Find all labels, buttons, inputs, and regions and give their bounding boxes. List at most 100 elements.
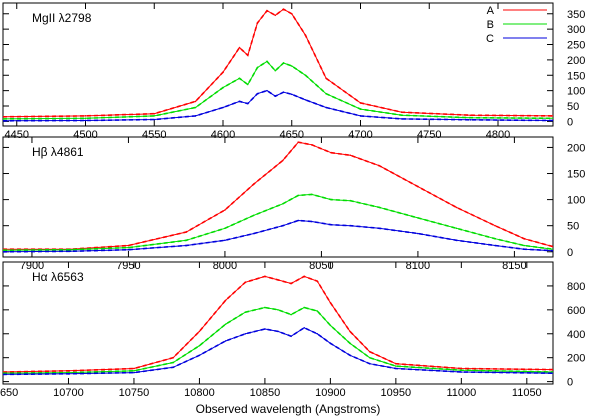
x-tick-label: 8050 [309,260,333,272]
x-tick-label: 4700 [348,129,372,141]
series-B-point [244,311,247,314]
series-A-point [244,281,247,284]
series-C-point [329,342,332,345]
series-B-point [282,202,284,205]
series-C-point [395,367,397,370]
series-C-point [282,91,285,93]
series-B-fit [3,306,553,374]
series-C-point [378,227,381,230]
y-tick-label: 150 [567,70,585,82]
series-C-point [266,89,268,92]
series-A-point [282,8,285,10]
series-C-point [185,244,188,247]
series-B-point [127,246,130,249]
panel-2: 7900 7950 8000 8050 8100 8150 0 50 100 150 200 Hβ λ… [2,136,585,272]
series-B-point [330,198,332,201]
series-A-point [304,34,307,37]
series-B-point [3,249,4,252]
series-C-point [310,220,313,223]
series-C-point [368,362,371,365]
y-tick-label: 0 [567,116,573,128]
series-B-point [359,108,362,110]
series-C-point [198,354,201,357]
series-A-point [224,209,226,211]
series-A-point [277,279,279,281]
y-tick-label: 100 [567,86,585,98]
series-A-point [310,144,313,146]
x-tick-label: 8000 [213,260,237,272]
series-B-point [222,86,224,89]
series-group [3,141,553,253]
series-C-point [224,340,227,342]
series-C-point [256,92,259,95]
series-A-point [316,280,319,282]
series-B-point [552,117,553,120]
series-A-fit [3,275,553,373]
series-B-point [238,77,241,80]
x-tick-label: 10650 [0,387,18,399]
series-C-point [84,119,87,122]
series-C-point [194,115,197,117]
series-C-fit [3,326,553,376]
series-C-point [67,373,70,375]
series-C-point [523,248,525,250]
series-C-point [153,118,156,121]
series-B-point [133,370,135,372]
x-tick-label: 4450 [5,129,29,141]
series-B-fit [3,60,553,120]
series-A-line [3,275,553,373]
series-B-line [3,306,553,374]
series-B-point [552,248,553,250]
panel-1: 4450 4500 4550 4600 4650 4700 4750 4800 0 50 100 15… [2,2,585,141]
series-C-fit [3,89,553,122]
series-B-point [69,248,72,251]
y-tick-label: 0 [567,247,573,259]
series-A-point [552,368,553,371]
series-C-point [290,93,293,96]
x-tick-label: 4800 [486,129,510,141]
series-A-point [400,111,403,113]
y-tick-label: 200 [567,142,585,154]
x-tick-label: 10750 [119,387,150,399]
series-C-point [349,354,351,357]
series-A-point [133,367,135,370]
series-A-point [256,22,259,24]
series-A-point [359,102,362,104]
series-B-point [316,310,319,312]
series-B-point [185,239,188,242]
series-B-point [290,65,293,67]
x-tick-label: 10800 [184,387,215,399]
panel-3: 10650 10700 10750 10800 10850 10900 10950 11000… [0,261,585,416]
series-B-point [297,194,300,197]
series-C-line [3,219,553,253]
series-A-point [378,164,381,167]
series-C-point [224,239,226,242]
series-A-fit [3,8,553,118]
series-B-point [253,214,255,217]
y-tick-label: 50 [567,101,579,113]
series-C-point [222,106,224,109]
panel-label: Hα λ6563 [32,270,84,284]
x-tick-label: 10900 [315,387,346,399]
series-C-point [264,328,266,330]
series-C-point [290,335,292,337]
series-A-point [274,14,277,17]
y-tick-label: 100 [567,195,585,207]
legend-label-C: C [486,33,494,45]
series-A-point [224,299,227,302]
series-C-point [494,244,496,247]
series-C-point [359,115,362,117]
series-A-point [290,12,293,15]
x-tick-label: 4550 [142,129,166,141]
series-B-point [256,66,259,69]
series-A-point [194,100,197,103]
series-C-point [3,373,4,376]
y-tick-label: 400 [567,329,585,341]
series-B-point [264,306,266,309]
series-C-point [274,95,277,97]
series-A-point [494,224,496,227]
series-C-point [400,118,403,120]
series-C-point [460,371,463,373]
series-group [3,8,553,122]
series-A-point [264,275,266,278]
